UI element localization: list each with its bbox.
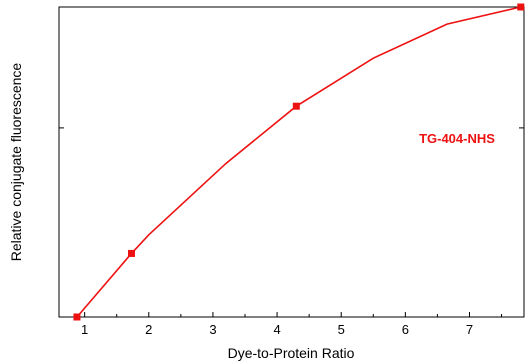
data-point — [127, 249, 135, 257]
x-tick-label: 5 — [338, 322, 345, 337]
x-tick-label: 2 — [145, 322, 152, 337]
data-point — [292, 102, 300, 110]
series-markers — [73, 3, 525, 321]
series-annotation-label: TG-404-NHS — [419, 131, 495, 146]
x-tick-label: 4 — [273, 322, 280, 337]
x-tick-label: 1 — [81, 322, 88, 337]
x-tick-label: 3 — [209, 322, 216, 337]
data-point — [517, 3, 525, 11]
x-axis-ticks — [84, 312, 503, 317]
y-axis-title: Relative conjugate fluorescence — [8, 63, 24, 262]
x-tick-label: 7 — [466, 322, 473, 337]
series-line — [76, 6, 521, 318]
x-axis-tick-labels: 1 2 3 4 5 6 7 — [81, 322, 473, 337]
data-point — [73, 313, 81, 321]
x-tick-label: 6 — [402, 322, 409, 337]
plot-frame — [58, 6, 525, 318]
x-axis-title: Dye-to-Protein Ratio — [228, 345, 355, 361]
